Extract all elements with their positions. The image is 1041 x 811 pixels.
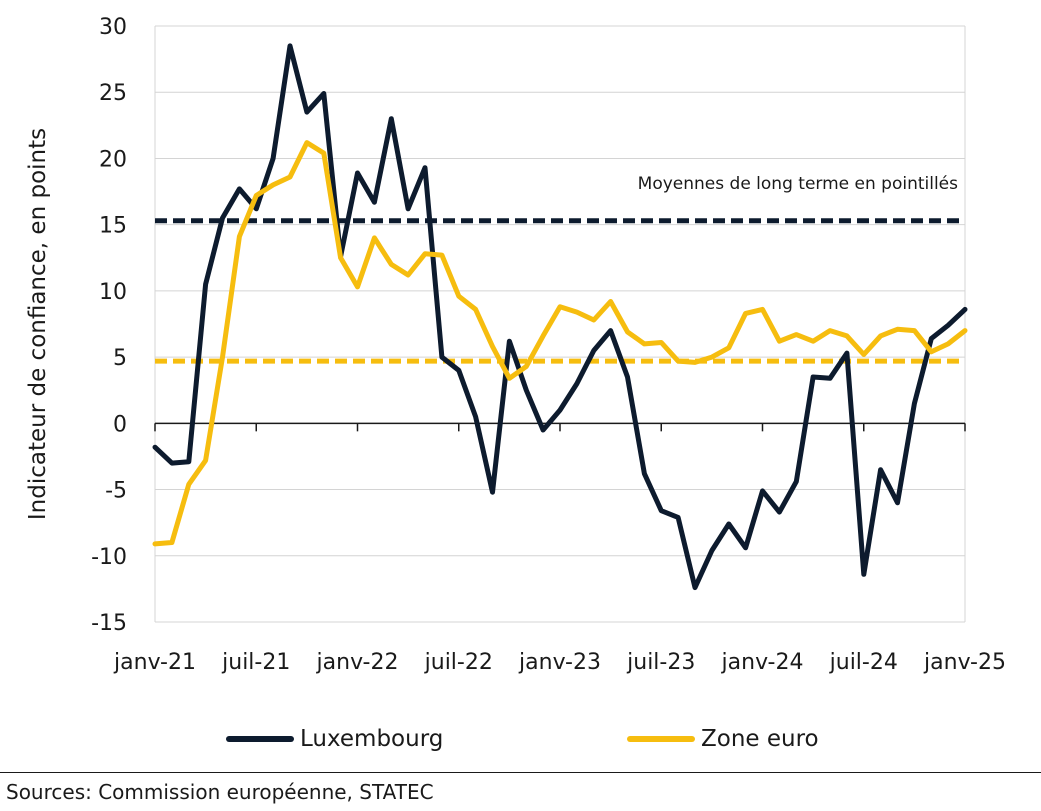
x-tick-label: janv-24 <box>721 650 804 675</box>
y-tick-label: -15 <box>91 611 127 636</box>
x-tick-label: juil-21 <box>221 650 290 675</box>
legend-swatch-zone-euro <box>627 736 695 742</box>
y-tick-labels: -15 -10 -5 0 5 10 15 20 25 30 <box>91 15 127 636</box>
y-tick-label: -5 <box>105 479 127 504</box>
y-tick-label: 15 <box>99 214 127 239</box>
y-tick-label: -10 <box>91 545 127 570</box>
series-line <box>152 140 968 547</box>
x-tick-label: juil-23 <box>626 650 695 675</box>
series-lines <box>152 43 968 591</box>
legend-item-zone-euro: Zone euro <box>627 726 819 752</box>
annotation-long-term-averages: Moyennes de long terme en pointillés <box>638 174 958 194</box>
source-note: Sources: Commission européenne, STATEC <box>6 780 434 804</box>
x-tick-label: juil-22 <box>424 650 493 675</box>
y-tick-label: 0 <box>113 412 127 437</box>
x-tick-label: janv-23 <box>518 650 601 675</box>
x-tick-label: janv-22 <box>316 650 399 675</box>
y-tick-label: 30 <box>99 15 127 40</box>
x-tick-label: janv-25 <box>923 650 1006 675</box>
y-tick-label: 25 <box>99 81 127 106</box>
x-axis: janv-21 juil-21 janv-22 juil-22 janv-23 juil-… <box>113 422 1006 675</box>
legend-label-zone-euro: Zone euro <box>701 726 819 752</box>
legend-item-luxembourg: Luxembourg <box>226 726 443 752</box>
y-tick-label: 20 <box>99 147 127 172</box>
y-axis-title: Indicateur de confiance, en points <box>25 128 51 520</box>
y-tick-label: 10 <box>99 280 127 305</box>
legend: Luxembourg Zone euro <box>0 726 1041 762</box>
series-line <box>152 43 968 591</box>
legend-swatch-luxembourg <box>226 736 294 742</box>
x-tick-label: janv-21 <box>113 650 196 675</box>
long-term-average-lines <box>155 218 965 364</box>
footer-divider <box>0 772 1041 773</box>
gridlines <box>154 25 966 623</box>
legend-label-luxembourg: Luxembourg <box>300 726 444 752</box>
x-tick-label: juil-24 <box>829 650 898 675</box>
y-tick-label: 5 <box>113 346 127 371</box>
